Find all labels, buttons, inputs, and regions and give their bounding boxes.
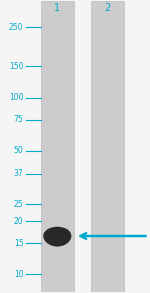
FancyBboxPatch shape bbox=[41, 1, 74, 292]
Text: 50: 50 bbox=[14, 146, 23, 155]
Text: 250: 250 bbox=[9, 23, 23, 32]
Text: 15: 15 bbox=[14, 239, 23, 248]
Text: 2: 2 bbox=[104, 3, 111, 13]
Text: 37: 37 bbox=[14, 169, 23, 178]
Ellipse shape bbox=[44, 227, 71, 246]
Text: 10: 10 bbox=[14, 270, 23, 279]
Text: 20: 20 bbox=[14, 217, 23, 226]
Text: 1: 1 bbox=[54, 3, 60, 13]
Text: 75: 75 bbox=[14, 115, 23, 124]
FancyBboxPatch shape bbox=[91, 1, 124, 292]
Text: 150: 150 bbox=[9, 62, 23, 71]
Text: 25: 25 bbox=[14, 200, 23, 209]
Text: 100: 100 bbox=[9, 93, 23, 102]
